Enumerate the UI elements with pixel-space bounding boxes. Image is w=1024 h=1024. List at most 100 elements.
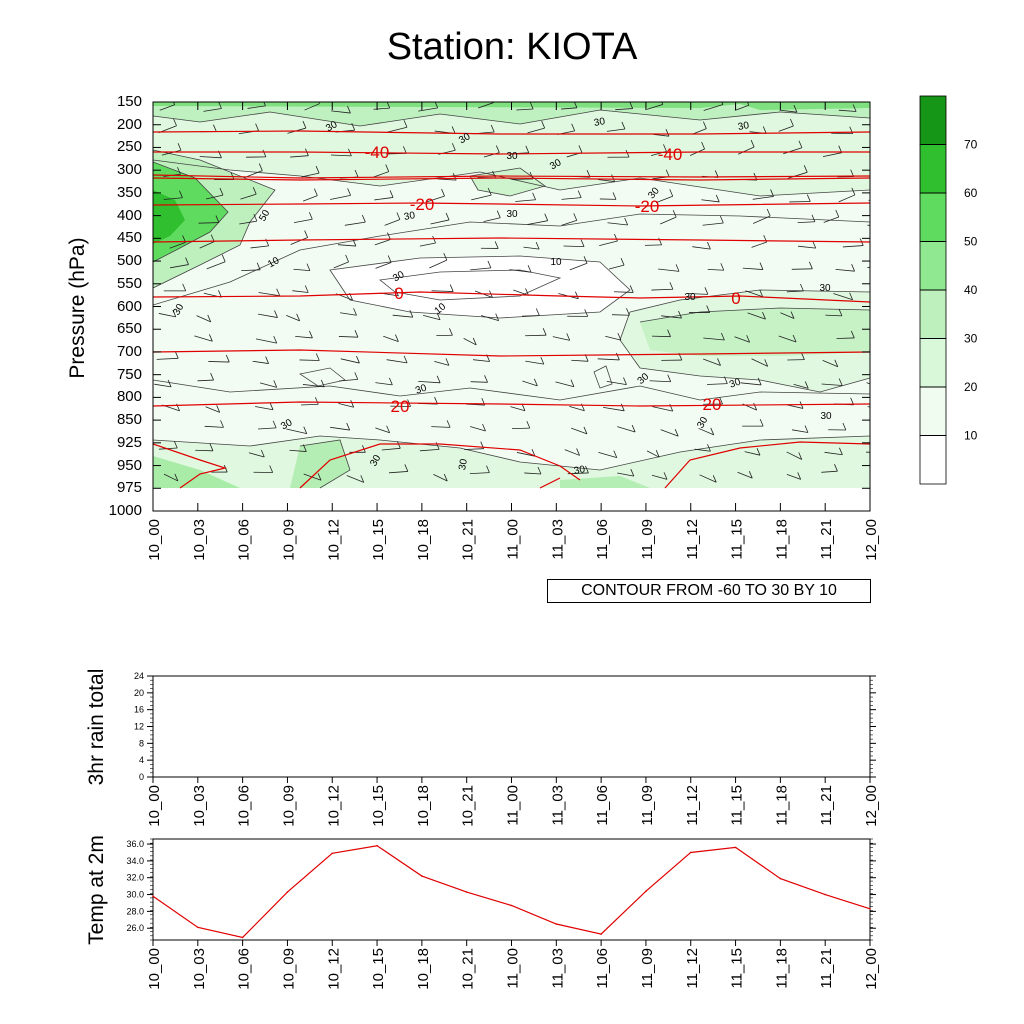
wind-barb	[615, 108, 633, 111]
wind-barb	[194, 335, 213, 342]
wind-barb	[747, 312, 766, 320]
wind-barb	[752, 215, 771, 224]
wind-barb	[821, 470, 838, 473]
wind-barb	[569, 405, 585, 412]
time-tick-label: 11_03	[549, 948, 566, 989]
wind-barb	[258, 427, 277, 430]
rh-fill-dry-core	[330, 256, 630, 318]
colorbar-label: 50	[964, 235, 978, 249]
wind-barb	[522, 315, 540, 317]
time-tick-label: 10_09	[280, 519, 297, 561]
wind-barb-feather	[172, 309, 177, 318]
temp-point	[421, 875, 423, 877]
wind-barb	[338, 336, 358, 338]
wind-barb	[203, 108, 222, 112]
wind-barb-feather	[490, 124, 495, 133]
wind-barb-feather	[445, 358, 450, 366]
wind-barb-feather	[629, 102, 634, 109]
wind-barb-feather	[578, 145, 583, 153]
wind-barb	[478, 102, 494, 109]
wind-barb-feather	[574, 102, 578, 108]
wind-barb-feather	[276, 288, 281, 296]
wind-barb-feather	[318, 102, 320, 104]
wind-barb	[470, 381, 488, 383]
wind-barb	[660, 216, 677, 225]
main-y-ticks	[153, 101, 870, 512]
chart-title: Station: KIOTA	[386, 26, 638, 68]
wind-barb-feather	[350, 400, 355, 408]
wind-barb	[286, 428, 307, 435]
wind-barb	[687, 293, 708, 295]
wind-barb	[797, 245, 816, 249]
rh-contour-label: 30	[695, 415, 710, 431]
temp-contour-line	[153, 151, 870, 155]
y-tick-label: 16	[134, 705, 144, 715]
wind-barb	[392, 314, 413, 318]
pressure-tick-label: 500	[116, 252, 142, 270]
temp-point	[241, 936, 244, 939]
temp-point	[869, 908, 871, 910]
rain-plot-frame	[152, 675, 871, 778]
temp-contour-label: 0	[731, 289, 740, 308]
wind-barb-feather	[174, 473, 179, 482]
wind-barb	[248, 452, 265, 458]
wind-barb	[331, 110, 351, 114]
wind-barb	[255, 338, 277, 344]
rh-contour-line	[153, 109, 870, 127]
wind-barb-feather	[812, 240, 817, 249]
temp-y-axis-label: Temp at 2m	[85, 835, 108, 945]
time-tick-label: 10_00	[146, 785, 163, 827]
wind-barb-feather	[389, 190, 394, 198]
wind-barb-feather	[626, 308, 630, 316]
pressure-tick-label: 400	[116, 206, 142, 224]
time-tick-label: 10_21	[460, 519, 477, 561]
wind-barb	[247, 105, 266, 109]
temp-point	[286, 891, 289, 893]
wind-barb	[388, 471, 408, 474]
time-tick-label: 10_15	[370, 785, 387, 827]
wind-barb-feather	[717, 358, 721, 366]
wind-barb	[295, 335, 313, 339]
wind-barb	[338, 403, 354, 408]
wind-barb	[691, 128, 707, 135]
time-tick-label: 11_12	[684, 948, 701, 989]
wind-barb-feather	[707, 241, 711, 250]
wind-barb-feather	[583, 426, 588, 435]
wind-barb	[835, 268, 855, 272]
wind-barb-feather	[403, 355, 408, 364]
wind-barb-feather	[174, 351, 179, 359]
wind-barb	[655, 195, 673, 204]
pressure-tick-label: 850	[116, 411, 142, 429]
wind-barb-feather	[701, 141, 705, 150]
temp-contour-label: -40	[658, 145, 683, 164]
wind-barb-feather	[533, 378, 538, 386]
wind-barb-feather	[715, 194, 720, 203]
wind-barb-feather	[575, 291, 579, 299]
wind-barb-feather	[409, 310, 414, 318]
rh-contour-label: 10	[550, 257, 562, 268]
time-tick-label: 10_21	[460, 948, 477, 990]
wind-barb	[824, 451, 843, 456]
temp-ticks: 26.0 28.0 30.0 32.0 34.0 36.0 10_00 10_03 10_06 1…	[126, 838, 880, 990]
time-tick-label: 11_06	[594, 519, 611, 560]
wind-barb	[204, 425, 224, 428]
wind-barb	[302, 195, 318, 202]
wind-barb-feather	[173, 440, 178, 449]
wind-barb-feather	[449, 328, 453, 336]
rh-contour-label: 30	[593, 116, 606, 129]
wind-barb-feather	[529, 102, 534, 110]
wind-barb	[786, 474, 801, 480]
wind-barb-feather	[210, 234, 215, 242]
y-tick-label: 30.0	[126, 890, 144, 900]
wind-barb-feather	[253, 213, 258, 222]
wind-barb-feather	[313, 188, 318, 196]
rh-fill-left-50	[153, 162, 228, 262]
wind-barb-feather	[669, 282, 674, 290]
wind-barb	[206, 261, 226, 270]
wind-barb	[195, 449, 213, 452]
wind-barb	[613, 291, 634, 293]
wind-barb-feather	[486, 465, 490, 473]
wind-barb	[433, 473, 448, 482]
rh-contour-label: 30	[457, 458, 470, 471]
wind-barb-feather	[719, 396, 723, 405]
